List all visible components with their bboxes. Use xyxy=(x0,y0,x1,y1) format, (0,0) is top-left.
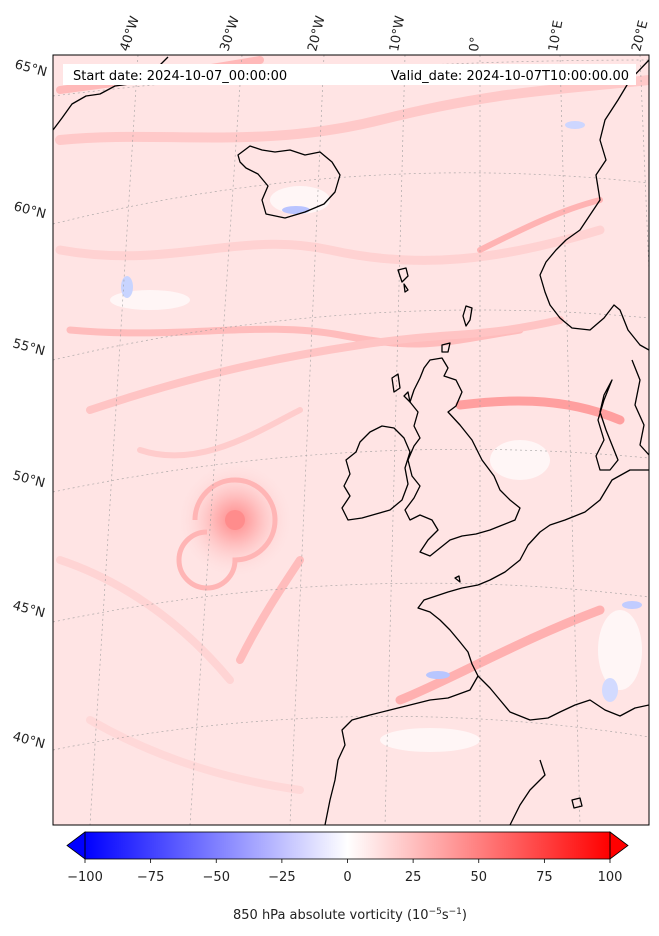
low-pressure-vortex xyxy=(175,460,295,591)
colorbar-tick-label: 75 xyxy=(536,870,553,885)
lon-label-10w: 10°W xyxy=(387,15,408,53)
lat-label-40n: 40°N xyxy=(11,729,47,752)
sweden-coast xyxy=(631,359,649,456)
colorbar-gradient xyxy=(85,832,610,859)
valid-date-label: Valid_date: 2024-10-07T10:00:00.00 xyxy=(391,69,629,84)
orkney-islands xyxy=(441,342,451,353)
colorbar-tick-label: −100 xyxy=(67,870,103,885)
hebrides-islands xyxy=(391,373,411,403)
longitude-labels: 40°W 30°W 20°W 10°W 0° 10°E 20°E xyxy=(118,14,652,53)
lon-label-30w: 30°W xyxy=(218,14,243,53)
colorbar-high-extend xyxy=(609,831,629,860)
norway-coast xyxy=(539,59,649,351)
vorticity-field-background xyxy=(53,55,649,825)
iberia-east-coast xyxy=(509,759,546,825)
great-britain-coast xyxy=(404,357,521,557)
latitude-labels: 65°N 60°N 55°N 50°N 45°N 40°N xyxy=(11,57,49,752)
lon-label-20e: 20°E xyxy=(629,19,651,53)
lat-label-60n: 60°N xyxy=(12,199,48,222)
colorbar-tick-label: 0 xyxy=(343,870,351,885)
start-date-label: Start date: 2024-10-07_00:00:00 xyxy=(73,69,287,84)
map-panel xyxy=(53,55,649,825)
map-frame xyxy=(52,54,650,826)
lat-label-65n: 65°N xyxy=(13,57,49,80)
lat-label-55n: 55°N xyxy=(11,336,47,359)
vorticity-streaks xyxy=(55,56,649,794)
lon-label-10e: 10°E xyxy=(546,19,566,52)
continent-north-coast xyxy=(477,469,649,586)
colorbar-tick-label: −50 xyxy=(203,870,230,885)
iceland-coast xyxy=(237,145,341,219)
balearic-islands xyxy=(571,797,583,809)
channel-islands xyxy=(454,575,461,583)
header-banner xyxy=(63,64,636,85)
lat-label-50n: 50°N xyxy=(11,468,47,491)
low-vorticity-patches xyxy=(110,186,642,752)
lon-label-0: 0° xyxy=(467,36,483,52)
graticule xyxy=(53,55,649,825)
mediterranean-coast xyxy=(477,675,649,721)
france-iberia-coast xyxy=(324,584,479,825)
lon-label-20w: 20°W xyxy=(305,14,328,53)
ireland-coast xyxy=(341,425,411,521)
denmark-coast xyxy=(595,379,619,471)
colorbar: −100 −75 −50 −25 0 25 50 75 100 850 hPa absolute… xyxy=(66,831,629,923)
colorbar-tick-label: 25 xyxy=(405,870,422,885)
coastlines xyxy=(53,56,649,825)
colorbar-tick-label: 100 xyxy=(598,870,623,885)
negative-vorticity-spots xyxy=(121,121,642,702)
faroe-islands xyxy=(397,267,409,293)
colorbar-tick-label: 50 xyxy=(470,870,487,885)
lon-label-40w: 40°W xyxy=(118,14,143,53)
colorbar-tick-label: −25 xyxy=(268,870,295,885)
shetland-islands xyxy=(462,305,473,327)
colorbar-title: 850 hPa absolute vorticity (10−5s−1) xyxy=(233,907,467,923)
colorbar-tick-label: −75 xyxy=(137,870,164,885)
lat-label-45n: 45°N xyxy=(11,598,47,621)
colorbar-ticks: −100 −75 −50 −25 0 25 50 75 100 xyxy=(67,859,622,885)
colorbar-low-extend xyxy=(66,831,86,860)
